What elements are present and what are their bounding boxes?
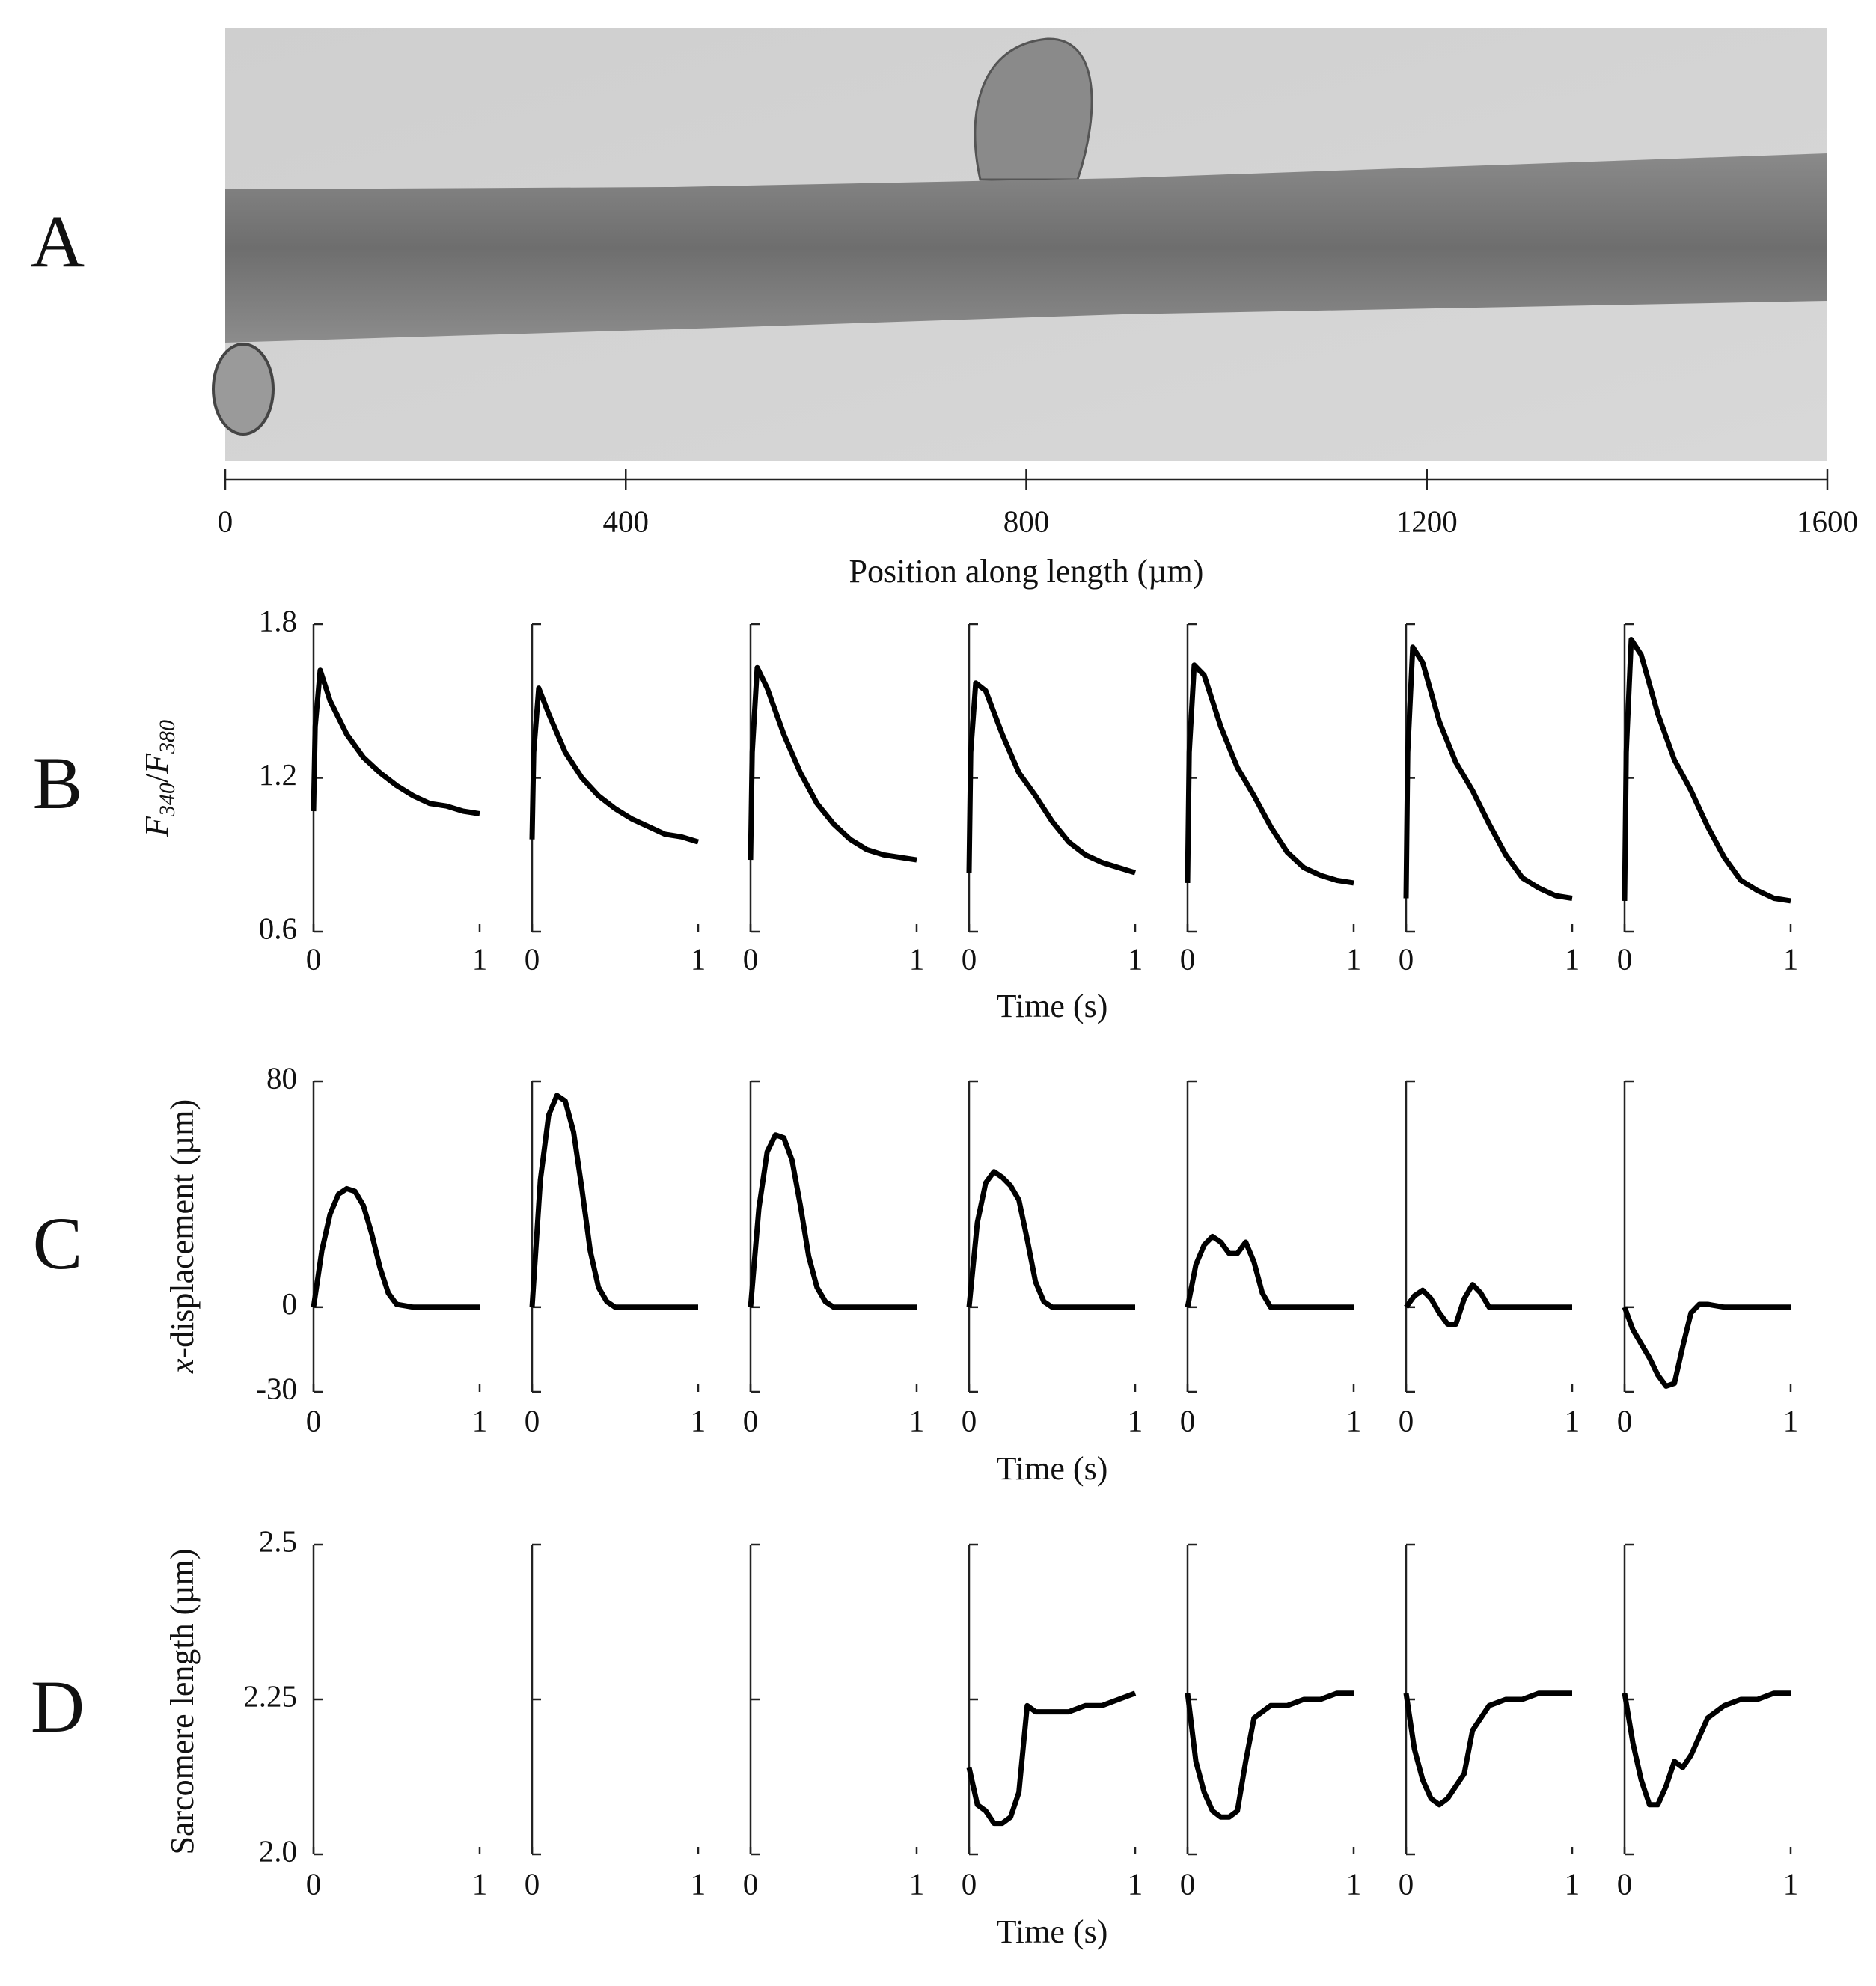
x-tick-label: 0 (218, 504, 233, 538)
y-axis-label-part: -displacement (µm) (164, 1099, 201, 1359)
x-tick-label: 0 (743, 1403, 759, 1437)
y-axis-label: Sarcomere length (µm) (164, 1549, 201, 1855)
x-tick-label: 400 (603, 504, 650, 538)
x-axis-label: Time (s) (997, 1450, 1108, 1487)
data-line (966, 680, 1137, 876)
x-tick-label: 1 (1783, 941, 1799, 976)
x-tick-label: 0 (1180, 941, 1196, 976)
y-tick-label: 1.2 (259, 757, 297, 792)
x-tick-label: 0 (1617, 1866, 1633, 1901)
panel-label: A (31, 200, 85, 283)
data-line (748, 664, 917, 863)
panel-label: D (31, 1665, 85, 1748)
y-tick-label: -30 (256, 1371, 297, 1405)
data-line (966, 1169, 1135, 1310)
x-tick-label: 0 (962, 941, 977, 976)
x-axis-label: Time (s) (997, 1913, 1108, 1950)
x-tick-label: 1 (1128, 1403, 1143, 1437)
x-tick-label: 1 (1565, 941, 1580, 976)
x-tick-label: 1 (472, 1866, 488, 1901)
data-line (311, 1185, 480, 1310)
x-axis-label: Position along length (µm) (849, 553, 1204, 590)
x-tick-label: 0 (743, 941, 759, 976)
y-axis-label-part: 340 (155, 783, 180, 817)
x-tick-label: 800 (1003, 504, 1050, 538)
x-tick-label: 0 (962, 1403, 977, 1437)
x-tick-label: 1 (1783, 1403, 1799, 1437)
x-tick-label: 0 (525, 941, 540, 976)
data-line (1403, 644, 1573, 901)
x-tick-label: 1 (1128, 1866, 1143, 1901)
x-tick-label: 0 (1180, 1866, 1196, 1901)
data-line (1403, 1690, 1572, 1808)
x-tick-label: 0 (306, 1403, 322, 1437)
x-tick-label: 1 (1128, 941, 1143, 976)
x-tick-label: 0 (306, 941, 322, 976)
y-axis-label: F340/F380 (138, 720, 180, 837)
y-axis-label-part: 380 (155, 720, 180, 754)
panel-label: C (33, 1202, 83, 1285)
y-axis-label: x-displacement (µm) (164, 1099, 201, 1374)
data-line (1404, 1282, 1572, 1327)
data-line (1185, 1690, 1354, 1820)
data-line (966, 1690, 1137, 1827)
x-tick-label: 0 (306, 1866, 322, 1901)
y-tick-label: 0.6 (259, 911, 297, 945)
panel-label: B (33, 742, 83, 825)
y-tick-label: 2.0 (259, 1833, 297, 1868)
x-tick-label: 1 (1346, 1403, 1362, 1437)
x-tick-label: 0 (525, 1866, 540, 1901)
data-line (311, 667, 480, 816)
x-tick-label: 1 (1346, 1866, 1362, 1901)
data-line (1185, 662, 1354, 886)
x-tick-label: 1 (472, 1403, 488, 1437)
y-axis-label-part: x (164, 1358, 201, 1374)
x-tick-label: 1 (472, 941, 488, 976)
x-tick-label: 1 (909, 1403, 925, 1437)
y-tick-label: 0 (282, 1286, 298, 1321)
x-tick-label: 0 (1617, 1403, 1633, 1437)
data-line (529, 1093, 698, 1310)
x-tick-label: 1 (1346, 941, 1362, 976)
data-line (1622, 1301, 1791, 1389)
x-tick-label: 0 (1399, 1403, 1414, 1437)
data-line (1622, 1690, 1791, 1808)
y-tick-label: 2.5 (259, 1524, 297, 1558)
y-tick-label: 1.8 (259, 603, 297, 638)
data-line (1185, 1234, 1354, 1310)
x-tick-label: 1 (909, 1866, 925, 1901)
x-tick-label: 1 (1565, 1403, 1580, 1437)
micrograph (212, 28, 1827, 461)
data-line (529, 685, 700, 845)
y-axis-label-part: F (138, 816, 175, 837)
y-axis-label-part: / (138, 773, 175, 783)
x-tick-label: 0 (743, 1866, 759, 1901)
y-tick-label: 80 (266, 1060, 297, 1095)
data-line (1622, 637, 1791, 904)
y-axis-label-part: F (138, 753, 175, 774)
x-axis-label: Time (s) (997, 988, 1108, 1024)
x-tick-label: 0 (1399, 941, 1414, 976)
x-tick-label: 1 (1565, 1866, 1580, 1901)
x-tick-label: 1200 (1396, 504, 1458, 538)
x-tick-label: 1 (691, 1403, 706, 1437)
x-tick-label: 0 (525, 1403, 540, 1437)
x-tick-label: 1 (1783, 1866, 1799, 1901)
x-tick-label: 0 (962, 1866, 977, 1901)
x-tick-label: 0 (1180, 1403, 1196, 1437)
x-tick-label: 1 (909, 941, 925, 976)
y-tick-label: 2.25 (243, 1678, 297, 1713)
y-axis-label-part: Sarcomere length (µm) (164, 1549, 201, 1855)
data-line (748, 1132, 917, 1310)
x-tick-label: 0 (1617, 941, 1633, 976)
x-tick-label: 0 (1399, 1866, 1414, 1901)
x-tick-label: 1 (691, 1866, 706, 1901)
x-tick-label: 1600 (1797, 504, 1858, 538)
x-tick-label: 1 (691, 941, 706, 976)
